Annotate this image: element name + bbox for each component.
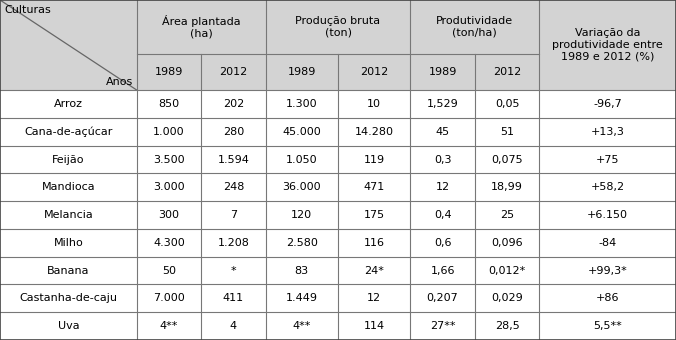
Text: Mandioca: Mandioca [42, 182, 95, 192]
Text: 1.449: 1.449 [286, 293, 318, 303]
Text: 1.300: 1.300 [286, 99, 318, 109]
Text: 12: 12 [435, 182, 450, 192]
Text: Melancia: Melancia [43, 210, 93, 220]
Text: 0,012*: 0,012* [488, 266, 526, 276]
Text: 0,3: 0,3 [434, 154, 452, 165]
Text: 1.594: 1.594 [218, 154, 249, 165]
Text: 0,096: 0,096 [491, 238, 523, 248]
Text: 51: 51 [500, 127, 514, 137]
Text: 10: 10 [367, 99, 381, 109]
Text: 4**: 4** [293, 321, 311, 331]
Text: 1.000: 1.000 [153, 127, 185, 137]
Text: 50: 50 [162, 266, 176, 276]
Text: 4**: 4** [160, 321, 178, 331]
Text: 0,6: 0,6 [434, 238, 452, 248]
Text: 1989: 1989 [155, 67, 183, 77]
Text: 83: 83 [295, 266, 309, 276]
Text: 1989: 1989 [287, 67, 316, 77]
Text: Produtividade
(ton/ha): Produtividade (ton/ha) [436, 16, 513, 38]
Text: Banana: Banana [47, 266, 90, 276]
Text: Feijão: Feijão [52, 154, 84, 165]
Text: 300: 300 [158, 210, 180, 220]
Text: 45.000: 45.000 [283, 127, 321, 137]
Text: 0,05: 0,05 [495, 99, 519, 109]
Text: Anos: Anos [105, 77, 132, 87]
Text: 2012: 2012 [360, 67, 388, 77]
Text: 116: 116 [364, 238, 385, 248]
Text: 471: 471 [364, 182, 385, 192]
Text: 3.000: 3.000 [153, 182, 185, 192]
Text: Milho: Milho [53, 238, 83, 248]
Text: 1.208: 1.208 [218, 238, 249, 248]
Text: +13,3: +13,3 [591, 127, 625, 137]
Text: 3.500: 3.500 [153, 154, 185, 165]
Bar [0, 0, 676, 90]
Text: 280: 280 [223, 127, 244, 137]
Text: Culturas: Culturas [4, 5, 51, 15]
Text: 18,99: 18,99 [491, 182, 523, 192]
Text: 119: 119 [364, 154, 385, 165]
Text: Variação da
produtividade entre
1989 e 2012 (%): Variação da produtividade entre 1989 e 2… [552, 29, 663, 62]
Text: 12: 12 [367, 293, 381, 303]
Text: 0,029: 0,029 [491, 293, 523, 303]
Text: 24*: 24* [364, 266, 384, 276]
Text: 25: 25 [500, 210, 514, 220]
Text: 0,075: 0,075 [491, 154, 523, 165]
Text: 202: 202 [223, 99, 244, 109]
Text: 248: 248 [222, 182, 244, 192]
Text: Área plantada
(ha): Área plantada (ha) [162, 15, 241, 39]
Text: -96,7: -96,7 [594, 99, 622, 109]
Text: Produção bruta
(ton): Produção bruta (ton) [295, 16, 381, 38]
Text: Arroz: Arroz [54, 99, 83, 109]
Text: 28,5: 28,5 [495, 321, 519, 331]
Text: 114: 114 [364, 321, 385, 331]
Text: +86: +86 [596, 293, 619, 303]
Text: 0,207: 0,207 [427, 293, 458, 303]
Text: 1,529: 1,529 [427, 99, 458, 109]
Text: +58,2: +58,2 [591, 182, 625, 192]
Text: 850: 850 [158, 99, 180, 109]
Text: 5,5**: 5,5** [594, 321, 622, 331]
Text: 411: 411 [223, 293, 244, 303]
Text: 0,4: 0,4 [434, 210, 452, 220]
Text: 1.050: 1.050 [286, 154, 318, 165]
Text: -84: -84 [598, 238, 617, 248]
Text: 7: 7 [230, 210, 237, 220]
Text: 1,66: 1,66 [431, 266, 455, 276]
Text: 36.000: 36.000 [283, 182, 321, 192]
Text: 45: 45 [435, 127, 450, 137]
Text: Castanha-de-caju: Castanha-de-caju [20, 293, 118, 303]
Text: +99,3*: +99,3* [587, 266, 627, 276]
Text: Cana-de-açúcar: Cana-de-açúcar [24, 126, 113, 137]
Text: +6.150: +6.150 [587, 210, 628, 220]
Text: 175: 175 [364, 210, 385, 220]
Text: 2012: 2012 [493, 67, 521, 77]
Text: Uva: Uva [57, 321, 79, 331]
Text: 4: 4 [230, 321, 237, 331]
Text: +75: +75 [596, 154, 619, 165]
Text: *: * [231, 266, 236, 276]
Text: 4.300: 4.300 [153, 238, 185, 248]
Text: 27**: 27** [430, 321, 456, 331]
Text: 120: 120 [291, 210, 312, 220]
Text: 1989: 1989 [429, 67, 457, 77]
Text: 2012: 2012 [219, 67, 247, 77]
Text: 14.280: 14.280 [355, 127, 393, 137]
Text: 7.000: 7.000 [153, 293, 185, 303]
Text: 2.580: 2.580 [286, 238, 318, 248]
